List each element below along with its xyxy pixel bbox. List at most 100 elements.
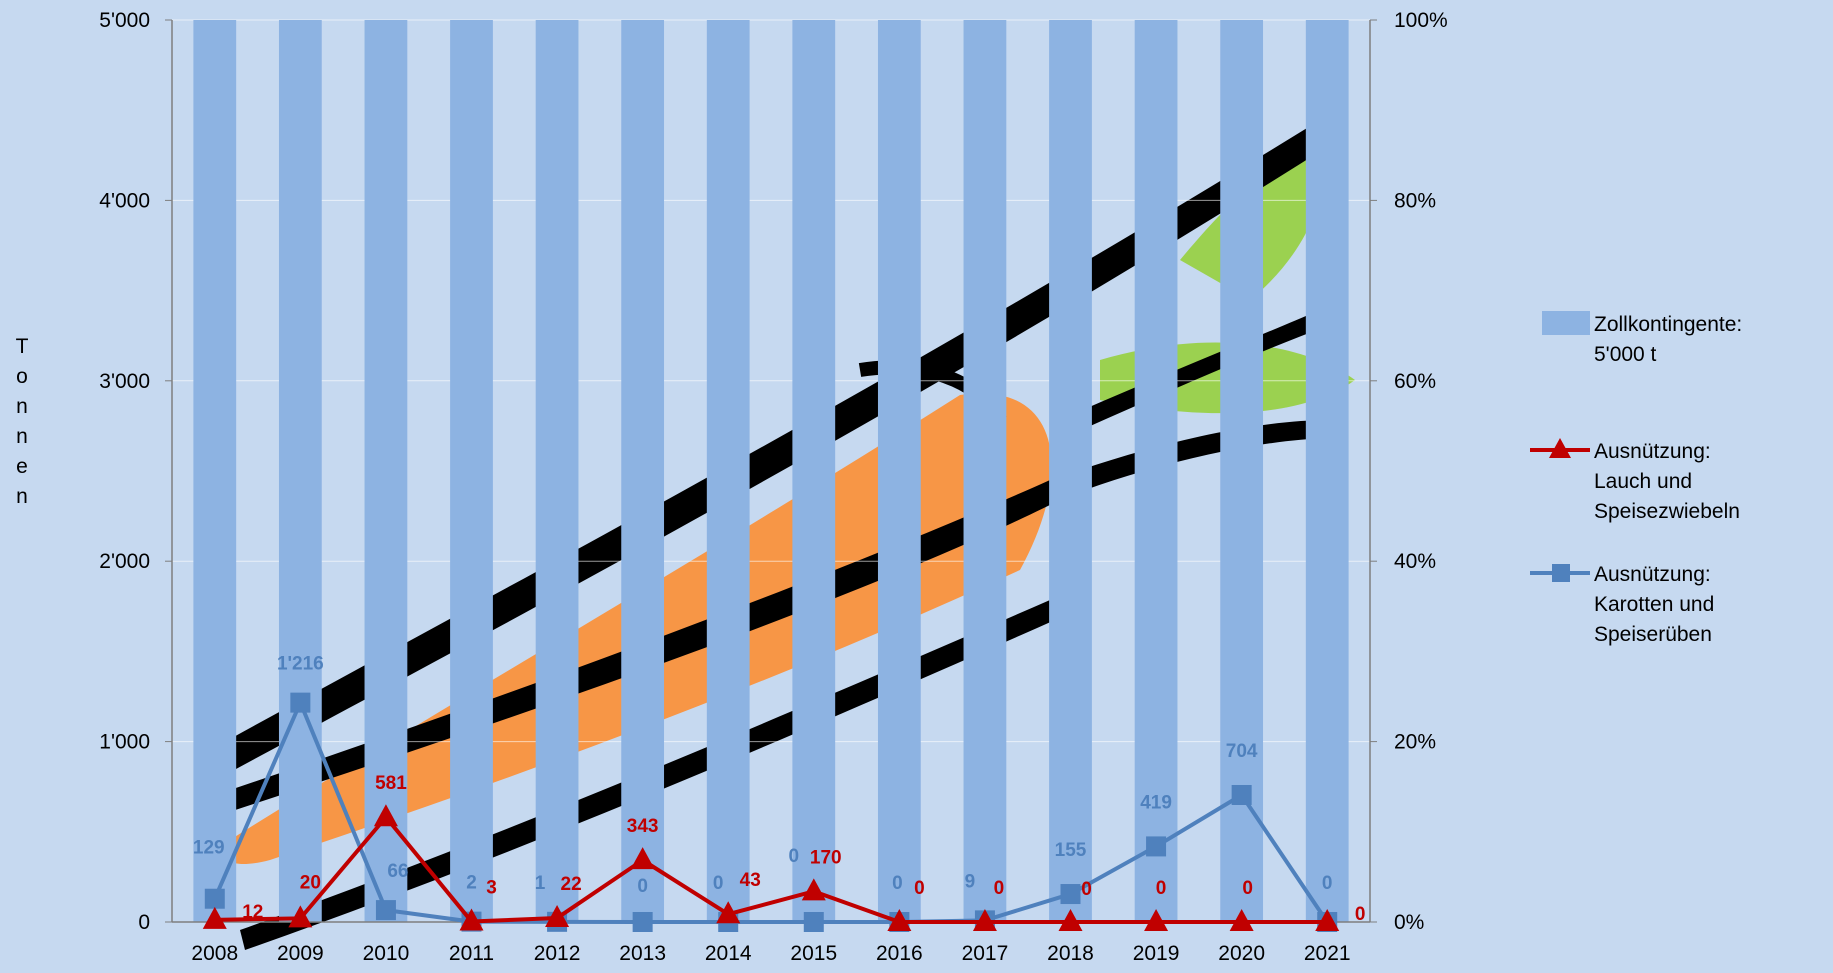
x-tick-label: 2013 xyxy=(619,942,666,965)
bar xyxy=(706,20,750,922)
data-label: 155 xyxy=(1055,840,1087,861)
bar xyxy=(877,20,921,922)
x-tick-label: 2019 xyxy=(1133,942,1180,965)
data-label: 0 xyxy=(994,878,1005,899)
utilization-lines xyxy=(202,692,1340,932)
y-axis-title-letter: n xyxy=(16,425,28,448)
y2-tick-label: 80% xyxy=(1394,189,1436,212)
series-line xyxy=(212,700,1329,924)
square-marker xyxy=(1060,884,1081,905)
legend-swatch xyxy=(1542,311,1590,335)
legend-square-marker xyxy=(1552,564,1570,582)
data-label: 12 xyxy=(242,902,263,923)
series-line xyxy=(214,815,1328,924)
y-axis-title-letter: n xyxy=(16,395,28,418)
data-label: 2 xyxy=(466,873,477,894)
axes: 0 1'000 2'000 3'000 4'000 5'000 0% 20% 40% 60% 80%… xyxy=(16,9,1448,965)
square-marker xyxy=(204,888,225,909)
data-label: 1 xyxy=(535,873,546,894)
data-label: 0 xyxy=(637,876,648,897)
data-label: 0 xyxy=(713,873,724,894)
x-tick-label: 2020 xyxy=(1218,942,1265,965)
bar xyxy=(963,20,1007,922)
data-label: 22 xyxy=(561,874,582,895)
y-axis-title-letter: o xyxy=(16,365,28,388)
y-tick-label: 2'000 xyxy=(99,550,150,573)
triangle-marker xyxy=(459,908,484,931)
data-label: 0 xyxy=(1355,904,1366,925)
y-axis-title-letter: n xyxy=(16,485,28,508)
triangle-marker xyxy=(1144,909,1169,931)
x-tick-label: 2011 xyxy=(449,942,494,965)
bar xyxy=(1305,20,1349,922)
legend-label: Karotten und xyxy=(1594,593,1714,616)
data-label: 43 xyxy=(740,870,761,891)
bar xyxy=(621,20,665,922)
bar xyxy=(792,20,836,922)
data-label: 0 xyxy=(1242,878,1253,899)
data-label: 0 xyxy=(788,846,799,867)
triangle-marker xyxy=(630,847,655,870)
y-tick-label: 0 xyxy=(138,911,150,934)
square-marker xyxy=(803,912,824,932)
y2-tick-label: 40% xyxy=(1394,550,1436,573)
square-marker xyxy=(632,912,653,932)
y-tick-label: 1'000 xyxy=(99,731,150,754)
x-tick-label: 2008 xyxy=(191,942,238,965)
bar xyxy=(535,20,579,922)
bar xyxy=(364,20,408,922)
y-tick-label: 5'000 xyxy=(99,9,150,32)
legend-label: Ausnützung: xyxy=(1594,563,1711,586)
legend-triangle-marker xyxy=(1549,438,1571,458)
y2-tick-label: 60% xyxy=(1394,370,1436,393)
data-label: 20 xyxy=(300,872,321,893)
triangle-marker xyxy=(1315,909,1340,931)
triangle-marker xyxy=(716,901,741,924)
data-label: 0 xyxy=(1156,878,1167,899)
bar xyxy=(1220,20,1264,922)
data-label: 129 xyxy=(193,838,225,859)
x-tick-label: 2015 xyxy=(790,942,837,965)
x-tick-label: 2021 xyxy=(1304,942,1351,965)
data-label: 170 xyxy=(810,847,842,868)
x-tick-label: 2010 xyxy=(363,942,410,965)
y-tick-label: 4'000 xyxy=(99,189,150,212)
bar xyxy=(450,20,493,922)
data-label: 581 xyxy=(375,773,407,794)
y-axis-title-letter: T xyxy=(16,335,29,358)
x-tick-label: 2012 xyxy=(534,942,581,965)
y2-tick-label: 0% xyxy=(1394,911,1424,934)
square-marker xyxy=(290,692,311,713)
data-label: 3 xyxy=(486,877,497,898)
y-axis-title-letter: e xyxy=(16,455,28,478)
legend-label: Zollkontingente: xyxy=(1594,313,1742,336)
bar xyxy=(1134,20,1178,922)
data-label: 0 xyxy=(1081,879,1092,900)
data-label: 419 xyxy=(1140,792,1172,813)
triangle-marker xyxy=(202,906,227,929)
quota-bars xyxy=(193,20,1349,922)
data-label: 9 xyxy=(965,871,976,892)
data-label: 343 xyxy=(627,816,659,837)
triangle-marker xyxy=(1229,909,1254,931)
y-tick-label: 3'000 xyxy=(99,370,150,393)
legend-label: Speiserüben xyxy=(1594,623,1712,646)
square-marker xyxy=(375,900,396,921)
legend-label: Speisezwiebeln xyxy=(1594,500,1740,523)
triangle-marker xyxy=(972,909,997,931)
legend: Zollkontingente: 5'000 t Ausnützung: Lauch … xyxy=(1530,311,1742,646)
x-tick-label: 2014 xyxy=(705,942,752,965)
bar xyxy=(278,20,322,922)
data-label: 0 xyxy=(914,878,925,899)
triangle-marker xyxy=(1058,909,1083,931)
bar xyxy=(1049,20,1092,922)
x-tick-label: 2016 xyxy=(876,942,923,965)
triangle-marker xyxy=(373,804,398,827)
data-label: 1'216 xyxy=(277,654,324,675)
legend-label: Lauch und xyxy=(1594,470,1692,493)
triangle-marker xyxy=(288,905,313,928)
x-tick-label: 2018 xyxy=(1047,942,1094,965)
